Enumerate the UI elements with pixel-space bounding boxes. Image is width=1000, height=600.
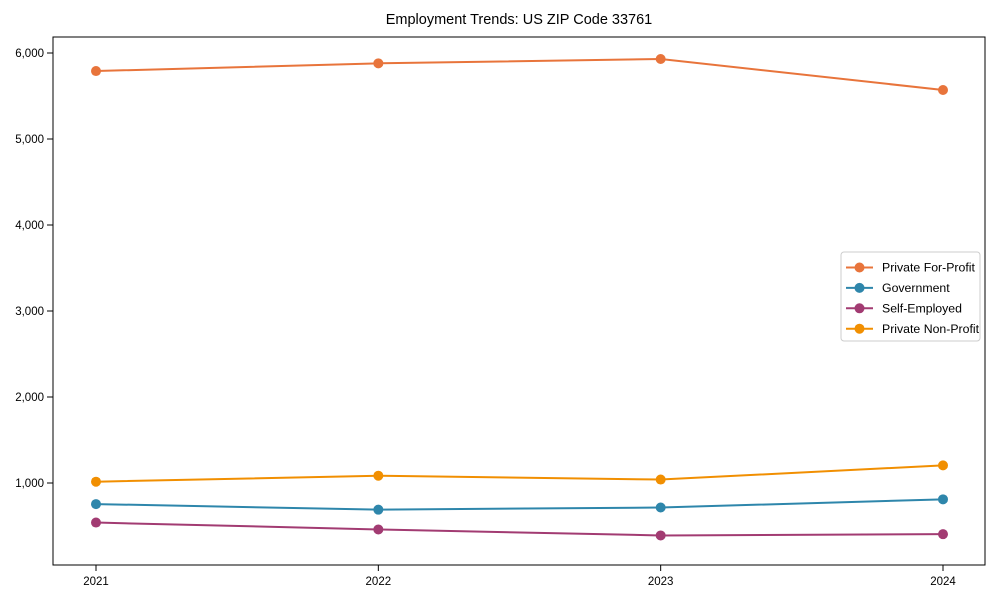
series-line-private-for-profit xyxy=(95,58,944,91)
data-point-private-non-profit-2023 xyxy=(655,474,666,485)
plot-area xyxy=(52,36,986,566)
legend-marker-circle xyxy=(854,303,865,314)
y-axis: 1,000 2,000 3,000 4,000 5,000 6,000 xyxy=(15,48,53,490)
x-axis-tick-label: 2024 xyxy=(930,576,956,588)
series-line-government xyxy=(95,498,944,511)
data-point-government-2022 xyxy=(373,504,384,515)
data-point-self-employed-2023 xyxy=(655,530,666,541)
legend-label: Self-Employed xyxy=(882,302,962,316)
y-axis-tick-label: 1,000 xyxy=(15,478,44,490)
legend-item-private-non-profit: Private Non-Profit xyxy=(846,322,980,336)
y-axis-tick-label: 3,000 xyxy=(15,306,44,318)
data-point-self-employed-2022 xyxy=(373,524,384,535)
chart-title: Employment Trends: US ZIP Code 33761 xyxy=(386,12,653,28)
legend: Private For-Profit Government Self-Employe… xyxy=(840,251,981,342)
data-point-government-2023 xyxy=(655,502,666,513)
legend-item-private-for-profit: Private For-Profit xyxy=(846,261,976,275)
y-axis-tick-label: 4,000 xyxy=(15,220,44,232)
legend-box xyxy=(840,251,981,342)
data-point-private-for-profit-2021 xyxy=(91,66,101,77)
data-point-self-employed-2024 xyxy=(938,529,948,540)
data-point-private-non-profit-2024 xyxy=(938,460,948,471)
data-point-private-non-profit-2022 xyxy=(373,470,384,481)
legend-label: Private For-Profit xyxy=(882,261,976,275)
x-axis-tick-label: 2022 xyxy=(366,576,392,588)
legend-item-self-employed: Self-Employed xyxy=(846,302,962,316)
legend-marker-circle xyxy=(854,262,865,273)
series-layer xyxy=(91,54,948,541)
series-line-self-employed xyxy=(95,521,944,537)
x-axis: 2021 2022 2023 2024 xyxy=(83,565,956,588)
series-line-private-non-profit xyxy=(95,464,944,483)
legend-marker-circle xyxy=(854,323,865,334)
y-axis-tick-label: 2,000 xyxy=(15,392,44,404)
data-point-self-employed-2021 xyxy=(91,517,101,528)
legend-label: Government xyxy=(882,281,950,295)
y-axis-tick-label: 5,000 xyxy=(15,134,44,146)
x-axis-tick-label: 2021 xyxy=(83,576,109,588)
series-private-for-profit xyxy=(91,54,948,95)
data-point-private-for-profit-2022 xyxy=(373,58,384,69)
legend-item-government: Government xyxy=(846,281,950,295)
data-point-government-2021 xyxy=(91,499,101,510)
legend-label: Private Non-Profit xyxy=(882,322,980,336)
data-point-private-for-profit-2023 xyxy=(655,54,666,65)
plot-border xyxy=(52,36,986,566)
data-point-private-for-profit-2024 xyxy=(938,84,948,95)
series-government xyxy=(91,494,948,515)
legend-marker-circle xyxy=(854,282,865,293)
x-axis-tick-label: 2023 xyxy=(648,576,674,588)
series-self-employed xyxy=(91,517,948,541)
data-point-private-non-profit-2021 xyxy=(91,476,101,487)
data-point-government-2024 xyxy=(938,494,948,505)
y-axis-tick-label: 6,000 xyxy=(15,48,44,60)
series-private-non-profit xyxy=(91,460,948,487)
